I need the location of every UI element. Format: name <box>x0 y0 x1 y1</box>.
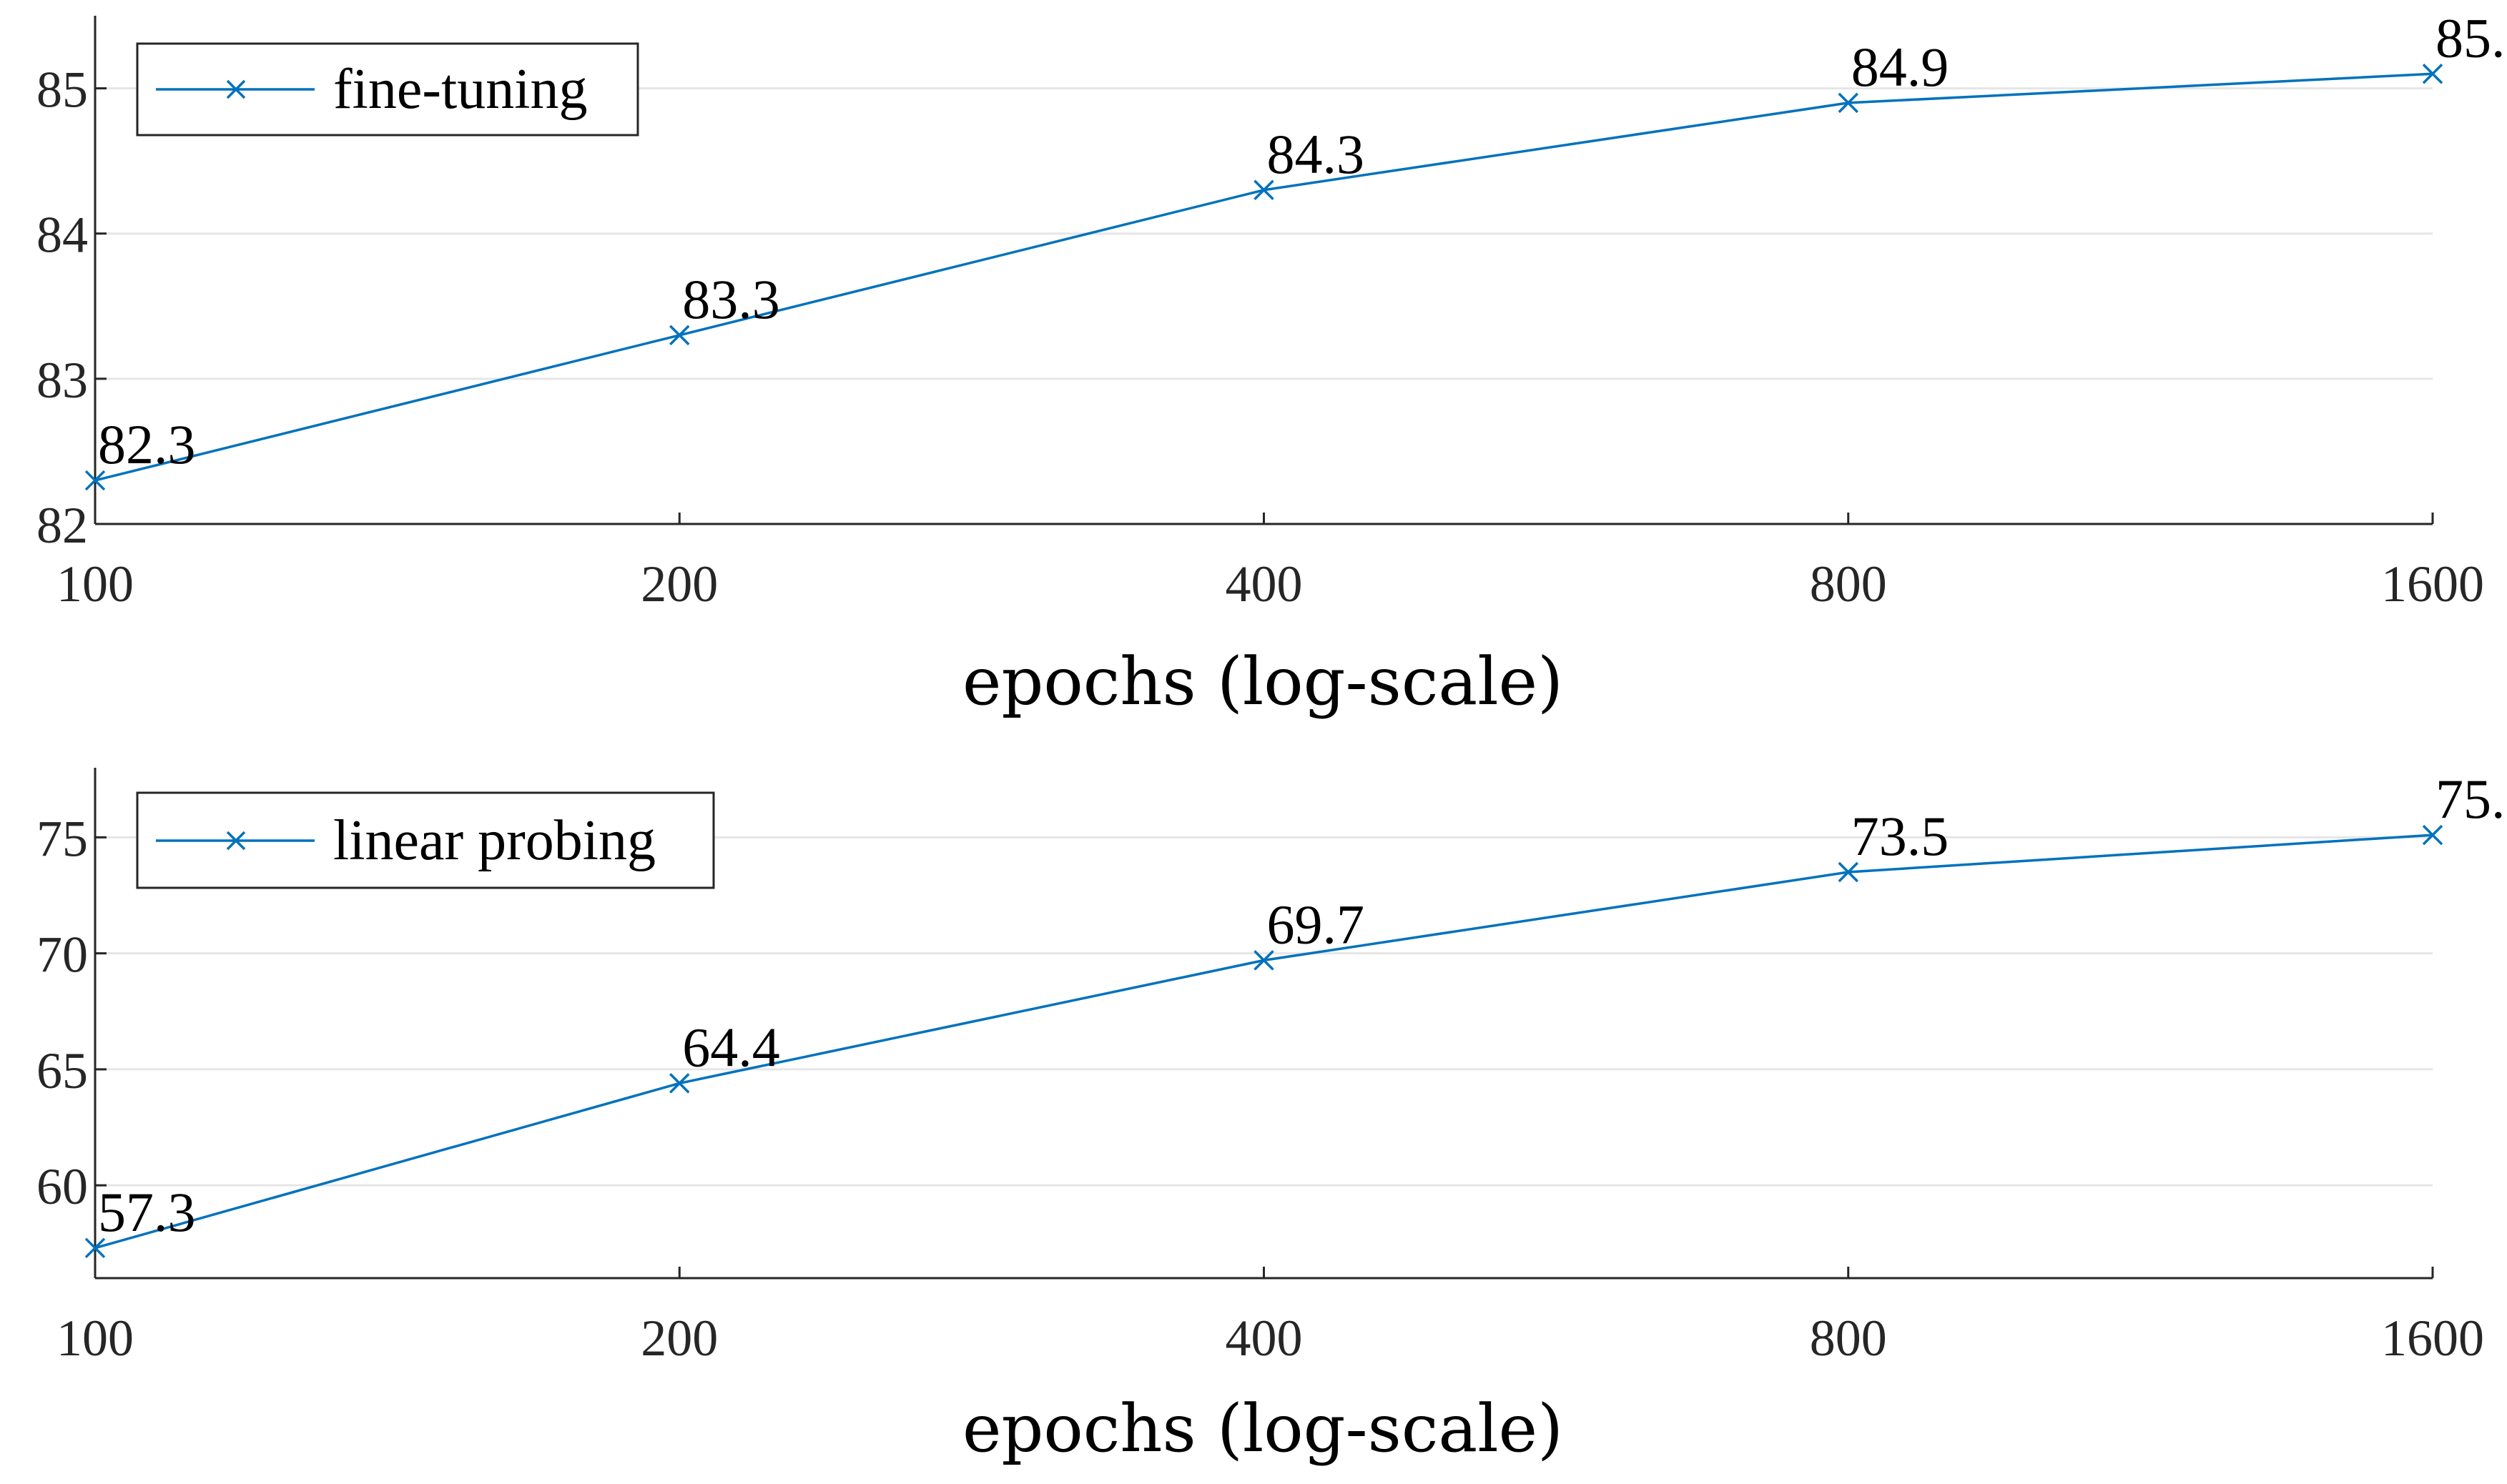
x-tick-label: 400 <box>1226 555 1303 613</box>
data-point-marker <box>84 1237 106 1259</box>
y-tick-label: 84 <box>36 207 88 264</box>
data-point-marker <box>1254 950 1274 971</box>
y-tick-label: 65 <box>36 1042 88 1099</box>
x-tick-label: 1600 <box>2381 1310 2484 1367</box>
data-point-marker <box>84 470 106 491</box>
data-label: 83.3 <box>682 268 780 330</box>
data-point-marker <box>669 1073 690 1094</box>
data-point-marker <box>1838 861 1858 883</box>
data-point-marker <box>1838 92 1858 114</box>
x-tick-label: 200 <box>641 1310 718 1367</box>
y-tick-label: 82 <box>36 497 88 554</box>
chart-linear-probing: 60 65 70 75 100 200 400 800 1600 57.3 64.4 69.7 73.5… <box>36 768 2507 1467</box>
legend: fine-tuning <box>136 42 639 137</box>
data-label: 82.3 <box>98 413 196 475</box>
data-label: 64.4 <box>682 1016 780 1078</box>
chart-fine-tuning: 82 83 84 85 100 200 400 800 1600 82.3 83.3 84.3 84.9… <box>36 6 2507 720</box>
x-tick-label: 800 <box>1810 1310 1887 1367</box>
data-label: 84.9 <box>1851 36 1949 98</box>
x-tick-label: 200 <box>641 555 718 613</box>
x-axis-title: epochs (log-scale) <box>962 643 1563 720</box>
y-tick-label: 85 <box>36 61 88 119</box>
legend-marker-sample <box>226 79 246 99</box>
y-tick-label: 70 <box>36 926 88 984</box>
plot-area: 82 83 84 85 100 200 400 800 1600 82.3 83.3 84.3 84.9… <box>36 6 2507 613</box>
legend-label: fine-tuning <box>333 58 587 121</box>
x-tick-label: 400 <box>1226 1310 1303 1367</box>
y-tick-label: 75 <box>36 810 88 867</box>
x-tick-label: 800 <box>1810 555 1887 613</box>
x-tick-label: 100 <box>56 1310 134 1367</box>
legend: linear probing <box>136 791 715 889</box>
data-point-marker <box>1254 179 1274 201</box>
data-label: 73.5 <box>1851 805 1949 867</box>
data-point-marker <box>669 325 690 346</box>
plot-area: 60 65 70 75 100 200 400 800 1600 57.3 64.4 69.7 73.5… <box>36 768 2507 1367</box>
x-tick-label: 1600 <box>2381 555 2484 613</box>
data-point-marker <box>2422 824 2443 846</box>
data-label: 57.3 <box>98 1181 196 1243</box>
legend-marker-sample <box>226 831 246 851</box>
data-point-marker <box>2422 64 2443 84</box>
data-label: 85.1 <box>2435 6 2507 69</box>
y-tick-label: 60 <box>36 1158 88 1215</box>
data-label: 75.1 <box>2435 768 2507 830</box>
data-label: 84.3 <box>1267 123 1365 185</box>
x-axis-title: epochs (log-scale) <box>962 1390 1563 1467</box>
x-tick-label: 100 <box>56 555 134 613</box>
data-label: 69.7 <box>1267 893 1365 955</box>
y-tick-label: 83 <box>36 352 88 409</box>
legend-label: linear probing <box>333 809 656 872</box>
